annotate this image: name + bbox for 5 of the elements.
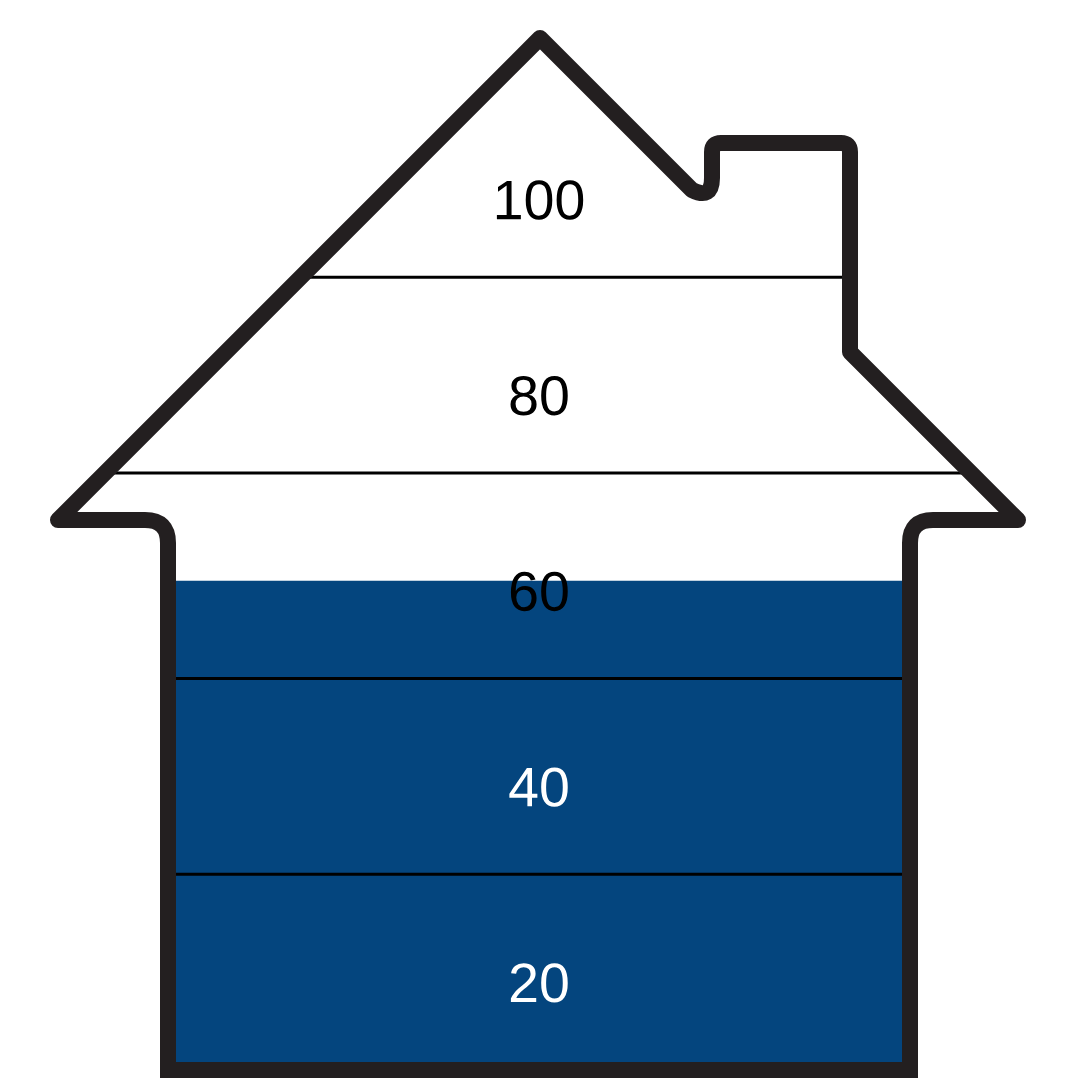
y-tick-label: 40 (509, 767, 568, 807)
y-tick-label: 60 (510, 571, 568, 612)
y-tick-label: 100 (496, 180, 584, 220)
y-tick-label: 80 (510, 376, 568, 416)
y-tick-label: 20 (510, 963, 568, 1003)
